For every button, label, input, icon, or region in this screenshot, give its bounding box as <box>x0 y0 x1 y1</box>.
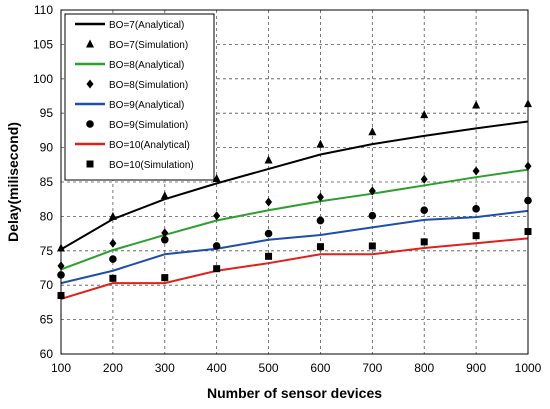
y-tick-label: 90 <box>40 141 54 155</box>
y-tick-label: 80 <box>40 209 54 223</box>
x-tick-label: 700 <box>362 361 382 375</box>
legend-label: BO=7(Simulation) <box>109 40 188 51</box>
data-point <box>368 127 377 136</box>
data-point <box>316 243 324 251</box>
data-point <box>213 265 221 273</box>
data-point <box>212 174 221 183</box>
data-point <box>109 274 117 282</box>
series-7 <box>57 228 532 300</box>
y-tick-label: 60 <box>40 347 54 361</box>
legend-item: BO=8(Analytical) <box>75 60 184 71</box>
legend-label: BO=9(Simulation) <box>109 120 188 131</box>
series-2 <box>60 168 529 271</box>
data-point <box>368 242 376 250</box>
legend-swatch <box>86 39 94 48</box>
data-point <box>160 235 169 244</box>
x-tick-label: 300 <box>155 361 175 375</box>
legend-label: BO=10(Simulation) <box>109 160 194 171</box>
series-line <box>60 120 529 251</box>
data-point <box>316 216 325 225</box>
series-3 <box>57 161 532 271</box>
legend-label: BO=8(Simulation) <box>109 80 188 91</box>
y-tick-label: 65 <box>40 313 54 327</box>
y-tick-label: 75 <box>40 244 54 258</box>
legend-item: BO=7(Simulation) <box>86 39 188 51</box>
legend-label: BO=8(Analytical) <box>109 60 184 71</box>
data-point <box>368 211 377 220</box>
legend: BO=7(Analytical) BO=7(Simulation) BO=8(Ana… <box>64 13 215 181</box>
legend-label: BO=7(Analytical) <box>109 20 184 31</box>
y-tick-label: 95 <box>40 106 54 120</box>
series-4 <box>60 209 529 285</box>
data-point <box>265 197 273 207</box>
data-point <box>264 229 273 238</box>
data-point <box>472 205 480 213</box>
legend-swatch <box>86 79 94 89</box>
data-point <box>161 228 169 238</box>
x-tick-label: 400 <box>207 361 227 375</box>
x-tick-label: 200 <box>103 361 123 375</box>
series-line <box>60 237 529 300</box>
y-tick-label: 105 <box>33 37 53 51</box>
data-point <box>472 100 481 109</box>
y-axis-title: Delay(milisecond) <box>5 122 21 242</box>
y-tick-label: 70 <box>40 278 54 292</box>
data-point <box>420 238 428 246</box>
series-line <box>60 209 529 285</box>
data-point <box>265 252 273 260</box>
data-point <box>160 191 169 200</box>
x-tick-label: 1000 <box>515 361 542 375</box>
data-point <box>420 206 429 215</box>
legend-item: BO=9(Analytical) <box>75 100 184 111</box>
data-point <box>368 186 376 196</box>
legend-swatch <box>86 160 94 168</box>
x-tick-label: 500 <box>259 361 279 375</box>
data-point <box>316 192 324 202</box>
data-point <box>213 211 221 221</box>
plot-frame <box>60 9 529 355</box>
data-point <box>316 139 325 148</box>
legend-item: BO=8(Simulation) <box>86 79 188 91</box>
data-point <box>212 242 221 250</box>
x-axis-title: Number of sensor devices <box>207 385 382 401</box>
x-tick-label: 100 <box>51 361 71 375</box>
y-tick-label: 110 <box>34 3 53 17</box>
legend-item: BO=7(Analytical) <box>75 20 184 31</box>
data-point <box>161 274 169 282</box>
legend-item: BO=9(Simulation) <box>86 120 188 131</box>
x-tick-label: 900 <box>466 361 486 375</box>
data-point <box>420 110 429 119</box>
data-point <box>108 211 117 220</box>
legend-box <box>64 13 215 181</box>
data-point <box>472 232 480 240</box>
data-point <box>472 166 480 176</box>
legend-label: BO=10(Analytical) <box>109 140 190 151</box>
series-line <box>60 168 529 271</box>
x-tick-label: 600 <box>310 361 330 375</box>
legend-item: BO=10(Analytical) <box>75 140 190 151</box>
x-tick-label: 800 <box>414 361 434 375</box>
data-point <box>109 255 117 263</box>
legend-swatch <box>86 120 94 128</box>
data-point <box>420 174 428 184</box>
y-tick-label: 85 <box>40 175 54 189</box>
data-point <box>109 238 117 248</box>
tick-labels: 100 200 300 400 500 600 700 800 900 1000 60 65 70 75 8… <box>33 3 542 375</box>
series-6 <box>60 237 529 300</box>
legend-item: BO=10(Simulation) <box>86 160 194 171</box>
y-tick-label: 100 <box>33 72 53 86</box>
series-0 <box>60 120 529 251</box>
legend-label: BO=9(Analytical) <box>109 100 184 111</box>
data-point <box>264 155 273 164</box>
